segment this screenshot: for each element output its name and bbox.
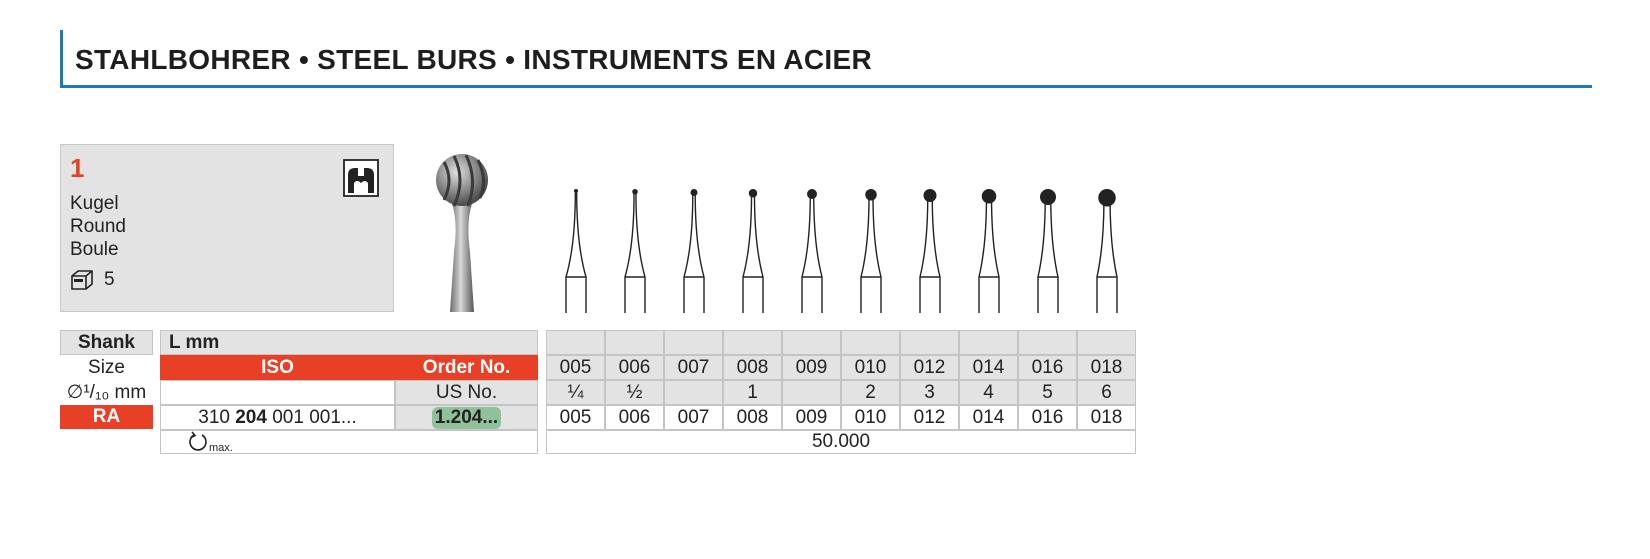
rpm-label-cell: max. — [160, 430, 538, 454]
us-number-cell: 3 — [900, 380, 959, 405]
size-cell: 012 — [900, 355, 959, 380]
pack-quantity: 5 — [104, 269, 115, 290]
blank-header-cell — [605, 330, 664, 355]
diameter-cell: 014 — [959, 405, 1018, 430]
product-name-de: Kugel — [70, 193, 119, 214]
blank-header-cell — [900, 330, 959, 355]
iso-bold: 204 — [235, 406, 267, 428]
size-cell: 018 — [1077, 355, 1136, 380]
diameter-cell: 016 — [1018, 405, 1077, 430]
size-cell: 010 — [841, 355, 900, 380]
size-cell: 006 — [605, 355, 664, 380]
us-number-cell: 2 — [841, 380, 900, 405]
blank-header-cell — [841, 330, 900, 355]
rotation-icon — [189, 431, 207, 451]
us-number-cell: ¼ — [546, 380, 605, 405]
blank-header-cell — [782, 330, 841, 355]
iso-blank-cell — [160, 380, 395, 405]
diameter-cell: 010 — [841, 405, 900, 430]
diameter-cell: 008 — [723, 405, 782, 430]
us-number-cell: ½ — [605, 380, 664, 405]
iso-prefix: 310 — [198, 406, 236, 428]
size-label: Size — [88, 357, 125, 378]
product-name-fr: Boule — [70, 239, 119, 260]
length-header: L mm — [160, 330, 538, 355]
product-name-en: Round — [70, 216, 126, 237]
us-number-cell: 4 — [959, 380, 1018, 405]
bur-drawing-009 — [800, 189, 823, 313]
us-number-cell: 6 — [1077, 380, 1136, 405]
size-cell: 009 — [782, 355, 841, 380]
bur-drawing-018 — [1095, 189, 1118, 313]
order-number-cell: 1.204... — [395, 405, 538, 430]
size-cell: 008 — [723, 355, 782, 380]
shank-header: Shank — [60, 330, 153, 355]
size-cell: 007 — [664, 355, 723, 380]
blank-header-cell — [959, 330, 1018, 355]
pack-info: 5 — [70, 269, 115, 291]
diameter-cell: 009 — [782, 405, 841, 430]
bur-drawing-014 — [977, 189, 1000, 313]
bur-drawing-012 — [918, 189, 941, 313]
blank-header-cell — [664, 330, 723, 355]
bur-drawing-006 — [623, 189, 646, 313]
bur-drawing-010 — [859, 189, 882, 313]
bur-drawing-016 — [1036, 189, 1059, 313]
blank-header-cell — [723, 330, 782, 355]
us-number-cell: 1 — [723, 380, 782, 405]
bur-photo-image — [436, 154, 488, 312]
rpm-value: 50.000 — [546, 430, 1136, 454]
order-number: 1.204... — [431, 406, 502, 429]
blank-header-cell — [1018, 330, 1077, 355]
bur-drawing-007 — [682, 189, 705, 313]
bur-drawing-005 — [564, 189, 587, 313]
section-title: STAHLBOHRER • STEEL BURS • INSTRUMENTS E… — [75, 44, 873, 75]
diameter-cell: 018 — [1077, 405, 1136, 430]
shank-type-ra: RA — [60, 405, 153, 429]
blank-header-cell — [546, 330, 605, 355]
shank-ra-icon — [343, 159, 379, 197]
package-icon — [71, 270, 93, 290]
rpm-max-label: max. — [209, 442, 233, 454]
iso-header: ISO — [160, 355, 395, 380]
bur-drawing-008 — [741, 189, 764, 313]
us-no-header: US No. — [395, 380, 538, 405]
diameter-cell: 005 — [546, 405, 605, 430]
size-cell: 016 — [1018, 355, 1077, 380]
blank-header-cell — [1077, 330, 1136, 355]
iso-suffix: 001 001... — [266, 406, 357, 428]
diameter-cell: 006 — [605, 405, 664, 430]
section-header: STAHLBOHRER • STEEL BURS • INSTRUMENTS E… — [60, 30, 1592, 88]
us-number-cell — [664, 380, 723, 405]
diameter-cell: 007 — [664, 405, 723, 430]
us-number-cell — [782, 380, 841, 405]
product-info-box: 1 Kugel Round Boule 5 — [60, 144, 394, 312]
diameter-label: ∅¹/₁₀ mm — [66, 382, 147, 403]
size-cell: 014 — [959, 355, 1018, 380]
product-number: 1 — [70, 153, 85, 183]
diameter-cell: 012 — [900, 405, 959, 430]
order-no-header: Order No. — [395, 355, 538, 380]
iso-number: 310 204 001 001... — [160, 405, 395, 430]
size-cell: 005 — [546, 355, 605, 380]
us-number-cell: 5 — [1018, 380, 1077, 405]
